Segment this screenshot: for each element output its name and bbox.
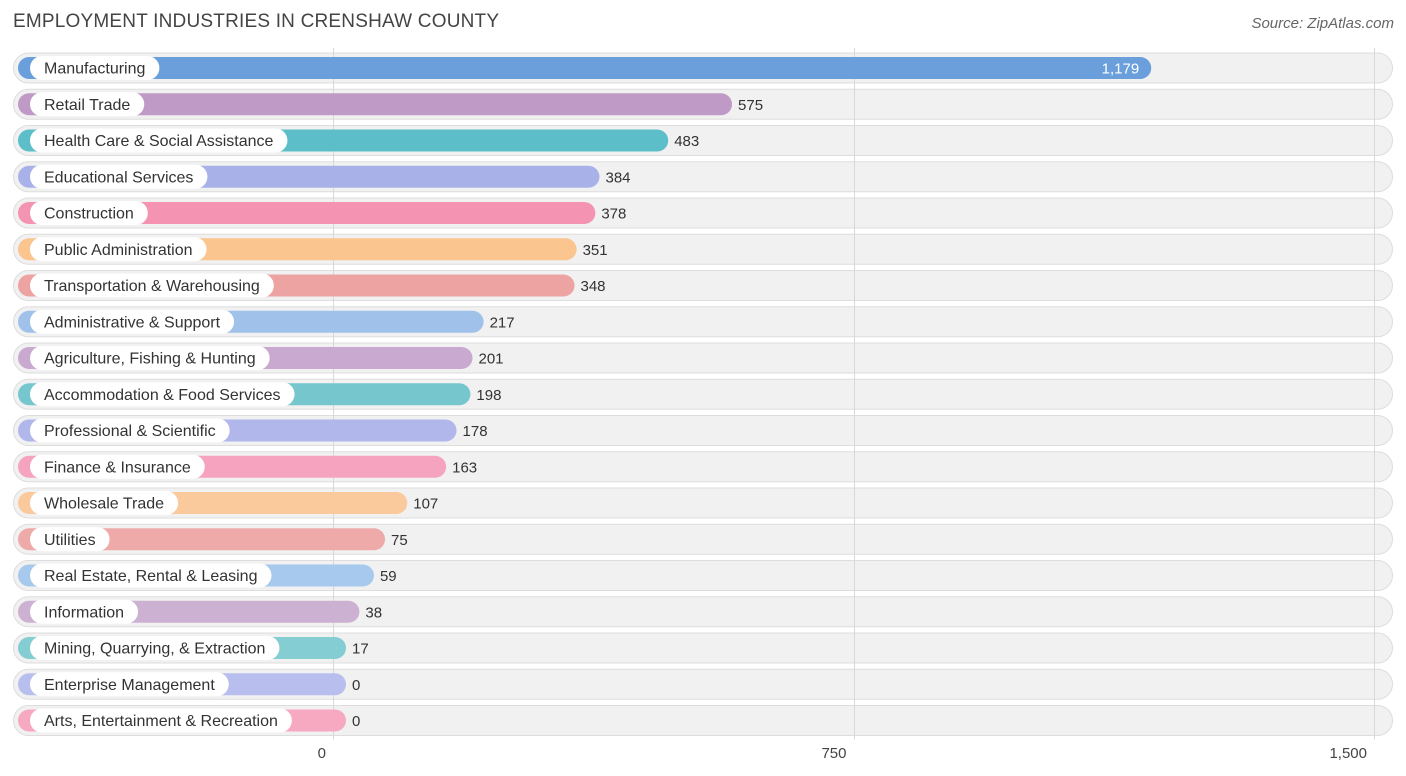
bar-track: [13, 668, 1393, 700]
category-label: Retail Trade: [44, 97, 130, 114]
value-label: 0: [352, 677, 360, 694]
category-label-pill: [30, 527, 110, 552]
category-label: Construction: [44, 206, 134, 223]
value-label: 378: [601, 206, 626, 223]
category-label: Wholesale Trade: [44, 496, 164, 513]
category-label-pill: [30, 599, 139, 624]
category-label-pill: [30, 454, 205, 479]
bars: Manufacturing 1,179 Retail Trade 575 Health …: [18, 56, 1152, 733]
category-label: Manufacturing: [44, 61, 145, 78]
category-label-pill: [30, 56, 160, 80]
category-label-pill: [30, 273, 274, 298]
category-label-pill: [30, 237, 207, 262]
category-label-pill: [30, 636, 280, 660]
bar-track: [13, 596, 1393, 628]
value-label: 59: [380, 568, 397, 585]
bar-track: [13, 632, 1393, 664]
value-label: 351: [583, 242, 608, 259]
category-label-pill: [30, 418, 230, 443]
category-label: Utilities: [44, 532, 96, 549]
value-label: 1,179: [1102, 61, 1140, 78]
category-label: Arts, Entertainment & Recreation: [44, 713, 278, 730]
category-label-pill: [30, 672, 229, 697]
category-label-pill: [30, 201, 148, 225]
value-label: 0: [352, 713, 360, 730]
value-label: 483: [674, 133, 699, 150]
value-label: 201: [478, 351, 503, 368]
category-label-pill: [30, 708, 292, 733]
bar: [18, 57, 1152, 79]
value-label: 178: [463, 423, 488, 440]
bar: [18, 202, 596, 224]
bar-track: [13, 705, 1393, 736]
category-label: Health Care & Social Assistance: [44, 133, 274, 150]
value-label: 75: [391, 532, 408, 549]
value-label: 217: [490, 314, 515, 331]
category-label-pill: [30, 491, 179, 515]
category-label-pill: [30, 309, 235, 334]
value-label: 38: [365, 604, 382, 621]
axis-ticks: 0 750 1,500: [318, 745, 1367, 762]
category-label-pill: [30, 382, 295, 407]
category-label: Real Estate, Rental & Leasing: [44, 568, 257, 585]
category-label: Finance & Insurance: [44, 459, 191, 476]
value-label: 17: [352, 641, 369, 658]
category-label: Professional & Scientific: [44, 423, 216, 440]
category-label: Public Administration: [44, 242, 193, 259]
value-label: 384: [605, 169, 630, 186]
chart-title: EMPLOYMENT INDUSTRIES IN CRENSHAW COUNTY: [13, 11, 500, 32]
category-label-pill: [30, 164, 208, 189]
value-label: 348: [581, 278, 606, 295]
category-label: Mining, Quarrying, & Extraction: [44, 641, 265, 658]
category-label: Educational Services: [44, 169, 193, 186]
category-label-pill: [30, 563, 272, 588]
category-label-pill: [30, 92, 145, 117]
category-label-pill: [30, 128, 288, 153]
value-label: 107: [413, 496, 438, 513]
source-credit: Source: ZipAtlas.com: [1251, 15, 1394, 32]
value-label: 198: [476, 387, 501, 404]
category-label: Enterprise Management: [44, 677, 215, 694]
x-tick-label: 0: [318, 745, 326, 762]
category-label-pill: [30, 346, 270, 370]
bar: [18, 93, 733, 116]
category-label: Transportation & Warehousing: [44, 278, 260, 295]
category-label: Administrative & Support: [44, 314, 221, 331]
category-label: Accommodation & Food Services: [44, 387, 281, 404]
value-label: 575: [738, 97, 763, 114]
category-label: Information: [44, 604, 124, 621]
bar: [18, 528, 386, 551]
category-label: Agriculture, Fishing & Hunting: [44, 351, 256, 368]
x-tick-label: 750: [821, 745, 846, 762]
value-label: 163: [452, 459, 477, 476]
x-tick-label: 1,500: [1329, 745, 1367, 762]
